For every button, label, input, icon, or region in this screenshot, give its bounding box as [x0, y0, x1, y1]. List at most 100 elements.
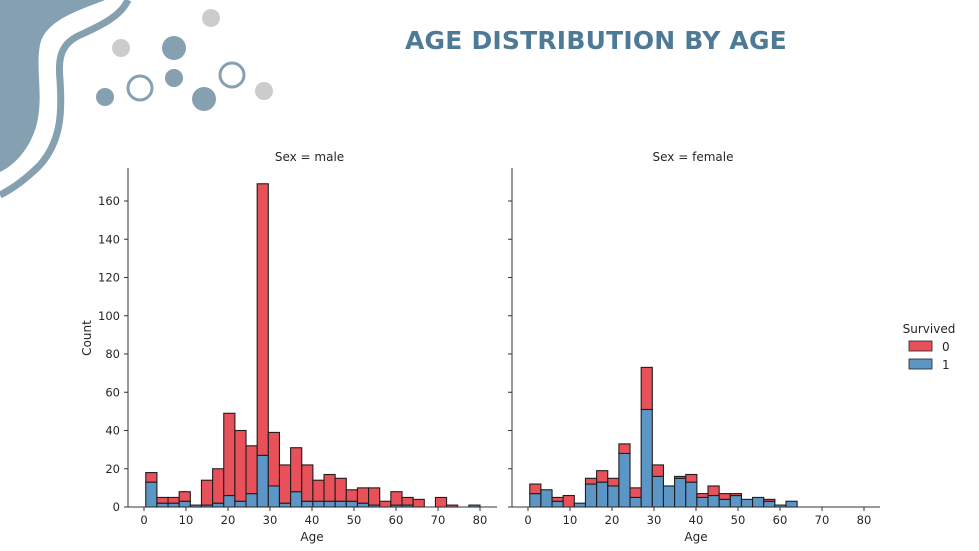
decor-blob [0, 0, 105, 172]
legend-swatch-0 [908, 340, 933, 352]
x-axis-label: Age [300, 530, 323, 544]
x-tick-label: 0 [140, 513, 147, 527]
bar-survived-1 [573, 502, 587, 508]
bar-survived-1 [685, 481, 698, 508]
bar-survived-0 [629, 487, 642, 498]
bar-survived-1 [156, 502, 169, 508]
bar-survived-1 [234, 500, 247, 508]
x-axis-label: Age [684, 530, 707, 544]
bar-survived-0 [685, 473, 698, 483]
bar-survived-0 [640, 366, 653, 411]
bar-survived-0 [729, 493, 742, 497]
bar-survived-0 [651, 464, 665, 477]
panel-title: Sex = male [275, 150, 344, 164]
decor-dot [96, 88, 114, 106]
decor-dot [255, 82, 273, 100]
panel-female: Sex = female 0 10 20 30 40 50 60 70 80 Age [508, 150, 880, 544]
x-tick-label: 60 [389, 513, 404, 527]
bar-survived-1 [707, 494, 720, 508]
bar-survived-0 [718, 493, 731, 500]
bar-survived-0 [390, 491, 403, 506]
x-tick-label: 30 [647, 513, 662, 527]
panel-male: Sex = male 0 20 40 60 80 100 120 140 160 0 10 20 30 40… [98, 150, 497, 544]
bar-survived-1 [740, 498, 754, 508]
x-tick-label: 20 [221, 513, 236, 527]
y-tick-label: 140 [98, 232, 120, 246]
bar-survived-1 [696, 496, 709, 508]
bar-survived-0 [596, 470, 609, 483]
bar-survived-1 [718, 498, 731, 508]
bar-survived-1 [752, 496, 765, 508]
x-tick-label: 40 [305, 513, 320, 527]
bar-survived-1 [729, 494, 742, 508]
bar-survived-0 [212, 468, 225, 504]
bar-survived-1 [223, 494, 236, 508]
x-tick-label: 60 [773, 513, 788, 527]
y-tick-label: 100 [98, 309, 120, 323]
bar-survived-0 [562, 494, 575, 508]
decor-dot [202, 9, 220, 27]
bar-survived-0 [551, 496, 564, 502]
slide-title: AGE DISTRIBUTION BY AGE [405, 26, 787, 55]
x-tick-label: 80 [473, 513, 488, 527]
bar-survived-0 [234, 429, 247, 502]
bar-survived-1 [290, 491, 303, 508]
decor-wave [0, 0, 132, 199]
bar-survived-0 [223, 412, 236, 497]
bar-survived-1 [212, 502, 225, 508]
bar-survived-0 [379, 500, 392, 508]
bar-survived-1 [323, 500, 336, 508]
bar-survived-0 [200, 479, 214, 506]
x-tick-label: 30 [263, 513, 278, 527]
bar-survived-1 [267, 485, 281, 508]
bar-survived-0 [278, 464, 292, 504]
bar-survived-1 [651, 475, 665, 508]
y-tick-label: 160 [98, 194, 120, 208]
bar-survived-1 [551, 500, 564, 508]
bar-survived-1 [167, 502, 180, 508]
bar-survived-1 [178, 500, 191, 508]
x-tick-label: 20 [605, 513, 620, 527]
bar-survived-0 [145, 472, 158, 483]
bar-survived-1 [674, 477, 687, 508]
bar-survived-0 [412, 498, 425, 508]
x-tick-label: 10 [179, 513, 194, 527]
bar-survived-0 [256, 183, 269, 456]
decor-dot [165, 69, 183, 87]
bar-survived-0 [356, 487, 370, 504]
decor-ring [126, 74, 154, 102]
bar-survived-1 [785, 500, 798, 508]
bar-survived-0 [156, 496, 169, 504]
x-tick-label: 0 [524, 513, 531, 527]
x-tick-label: 50 [731, 513, 746, 527]
bar-survived-1 [640, 408, 653, 508]
x-tick-label: 70 [815, 513, 830, 527]
bar-survived-0 [245, 445, 258, 495]
bar-survived-0 [618, 443, 631, 455]
legend-swatch-1 [908, 358, 933, 370]
bar-survived-1 [662, 485, 676, 508]
x-tick-label: 50 [347, 513, 362, 527]
y-tick-label: 120 [98, 271, 120, 285]
decor-ring [218, 61, 246, 89]
bar-survived-1 [145, 481, 158, 508]
bar-survived-0 [312, 479, 325, 502]
x-tick-label: 40 [689, 513, 704, 527]
bar-survived-0 [368, 487, 381, 506]
bar-survived-1 [584, 483, 598, 508]
decorative-shapes [0, 0, 273, 199]
bar-survived-0 [334, 477, 347, 502]
y-tick-label: 80 [105, 347, 120, 361]
bar-survived-0 [345, 489, 358, 502]
bar-survived-0 [401, 496, 414, 506]
x-tick-label: 80 [857, 513, 872, 527]
bar-survived-1 [618, 452, 631, 508]
legend-title: Survived [903, 322, 956, 336]
bar-survived-1 [245, 493, 258, 508]
y-tick-label: 0 [113, 500, 120, 514]
y-axis-label: Count [80, 320, 94, 356]
bar-survived-0 [167, 496, 180, 504]
bar-survived-1 [301, 500, 314, 508]
bar-survived-1 [256, 454, 269, 508]
